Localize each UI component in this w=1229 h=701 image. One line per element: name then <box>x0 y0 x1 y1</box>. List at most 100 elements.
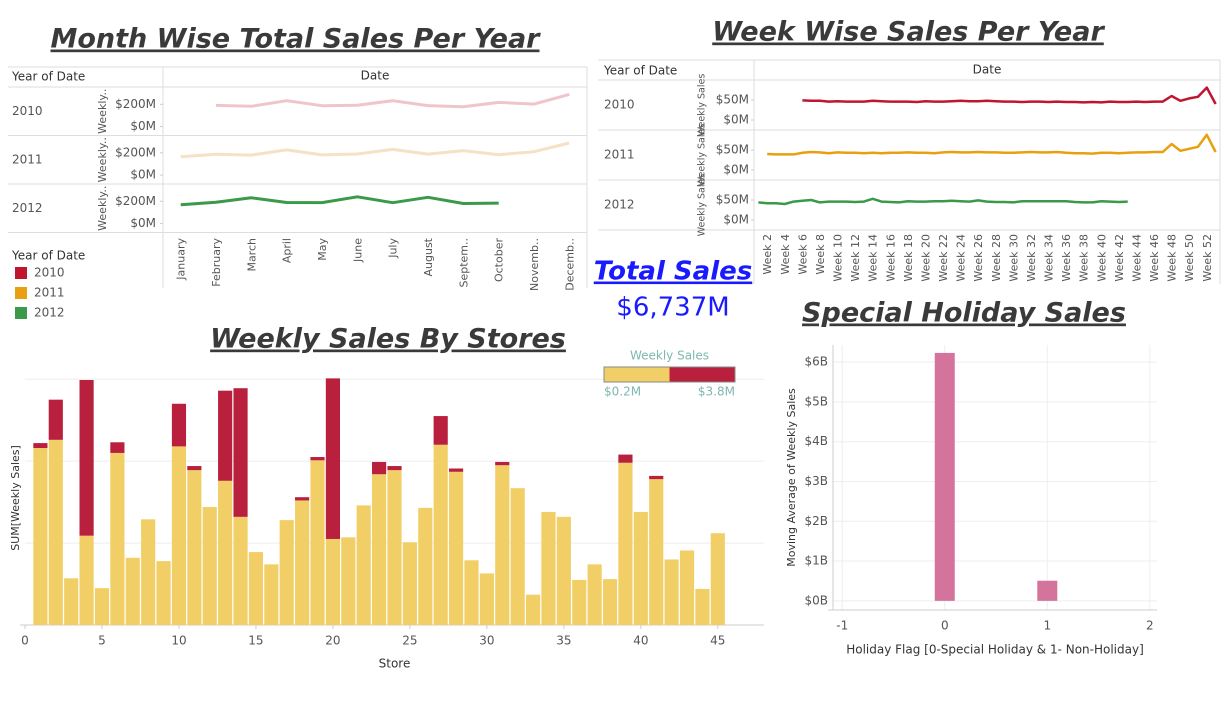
x-tick-label: Week 48 <box>1166 234 1179 282</box>
bar-segment <box>64 578 79 625</box>
x-tick-label: 25 <box>402 634 417 648</box>
bar-segment <box>233 388 248 517</box>
x-tick-label: Week 20 <box>919 234 932 282</box>
x-tick-label: Week 30 <box>1007 234 1020 282</box>
x-tick-label: February <box>210 238 223 287</box>
x-tick-label: Week 22 <box>937 234 950 282</box>
series-line <box>758 197 1128 206</box>
bar-segment <box>325 378 340 539</box>
series-line <box>215 92 570 109</box>
legend-title: Year of Date <box>11 249 85 263</box>
y-tick-label: $50M <box>716 93 749 107</box>
x-tick-label: 0 <box>941 619 949 633</box>
x-tick-label: Week 8 <box>814 234 827 275</box>
legend-step <box>669 367 735 382</box>
bar-segment <box>541 511 556 625</box>
bar-segment <box>695 588 710 625</box>
x-tick-label: Week 50 <box>1183 234 1196 282</box>
x-tick-label: Week 36 <box>1060 234 1073 282</box>
bar-segment <box>187 466 202 471</box>
x-tick-label: July <box>387 238 400 259</box>
bar-segment <box>618 454 633 463</box>
bar-segment <box>79 535 94 625</box>
bar-segment <box>187 470 202 625</box>
bar-segment <box>33 448 48 625</box>
legend-label: 2012 <box>34 306 65 320</box>
x-tick-label: 15 <box>248 634 263 648</box>
bar-segment <box>310 457 325 461</box>
y-tick-label: $5B <box>804 394 828 408</box>
bar-segment <box>710 533 725 625</box>
row-label: 2010 <box>12 104 43 118</box>
x-tick-label: Week 42 <box>1113 234 1126 282</box>
column-header: Date <box>361 69 390 83</box>
row-label: 2010 <box>604 98 635 112</box>
x-tick-label: Week 18 <box>902 234 915 282</box>
y-tick-label: $0M <box>130 216 156 230</box>
bar-segment <box>325 538 340 625</box>
y-axis-label: SUM[Weekly Sales] <box>9 445 22 551</box>
bar-segment <box>341 537 356 625</box>
bar-segment <box>372 474 387 625</box>
bar-segment <box>433 444 448 625</box>
bar-segment <box>248 552 264 625</box>
y-axis-label: Weekly.. <box>96 186 109 231</box>
x-tick-label: Week 26 <box>972 234 985 282</box>
bar-segment <box>279 520 294 625</box>
row-label: 2012 <box>12 201 43 215</box>
row-label: 2011 <box>12 152 43 166</box>
y-tick-label: $6B <box>804 355 828 369</box>
bar-segment <box>402 542 417 625</box>
y-tick-label: $0M <box>723 163 749 177</box>
legend-swatch <box>15 307 27 319</box>
series-line <box>180 195 499 207</box>
chart-title: Special Holiday Sales <box>802 298 1126 329</box>
x-tick-label: 0 <box>21 634 29 648</box>
bar-segment <box>295 500 310 625</box>
x-tick-label: Decemb.. <box>563 238 576 291</box>
x-tick-label: Week 52 <box>1201 234 1214 282</box>
y-tick-label: $0B <box>804 593 828 607</box>
bar-segment <box>310 460 325 625</box>
x-tick-label: Week 12 <box>849 234 862 282</box>
legend-max: $3.8M <box>698 385 735 399</box>
bar-segment <box>602 579 618 625</box>
bar-segment <box>48 439 63 625</box>
legend-frame <box>603 366 736 383</box>
bar-segment <box>171 403 187 447</box>
x-tick-label: Week 40 <box>1095 234 1108 282</box>
x-tick-label: Week 6 <box>796 234 809 275</box>
x-axis-label: Store <box>379 657 411 671</box>
bar-segment <box>48 399 63 440</box>
bar-segment <box>171 446 187 625</box>
bar-segment <box>33 443 48 449</box>
x-tick-label: Week 10 <box>832 234 845 282</box>
bar-segment <box>495 461 510 466</box>
bar-segment <box>433 416 448 445</box>
y-axis-label: Weekly Sales <box>697 174 708 237</box>
bar-segment <box>202 507 217 625</box>
legend-swatch <box>15 287 27 299</box>
x-tick-label: June <box>351 238 364 263</box>
x-tick-label: Week 34 <box>1043 234 1056 282</box>
y-tick-label: $2B <box>804 514 828 528</box>
chart-title: Weekly Sales By Stores <box>210 324 566 355</box>
bar-segment <box>295 497 310 501</box>
legend-swatch <box>15 267 27 279</box>
x-tick-label: Week 24 <box>955 234 968 282</box>
bar-segment <box>94 588 110 625</box>
x-tick-label: Week 4 <box>779 234 792 275</box>
bar-segment <box>372 461 387 475</box>
bar-segment <box>510 488 525 625</box>
y-tick-label: $200M <box>115 194 156 208</box>
bar-segment <box>587 564 602 625</box>
x-tick-label: Week 28 <box>990 234 1003 282</box>
x-tick-label: Novemb.. <box>528 238 541 291</box>
row-label: 2011 <box>604 148 635 162</box>
x-tick-label: Week 16 <box>884 234 897 282</box>
chart-title: Week Wise Sales Per Year <box>712 17 1105 48</box>
y-tick-label: $50M <box>716 193 749 207</box>
x-axis-label: Holiday Flag [0-Special Holiday & 1- Non… <box>846 643 1144 657</box>
bar-segment <box>264 564 279 625</box>
